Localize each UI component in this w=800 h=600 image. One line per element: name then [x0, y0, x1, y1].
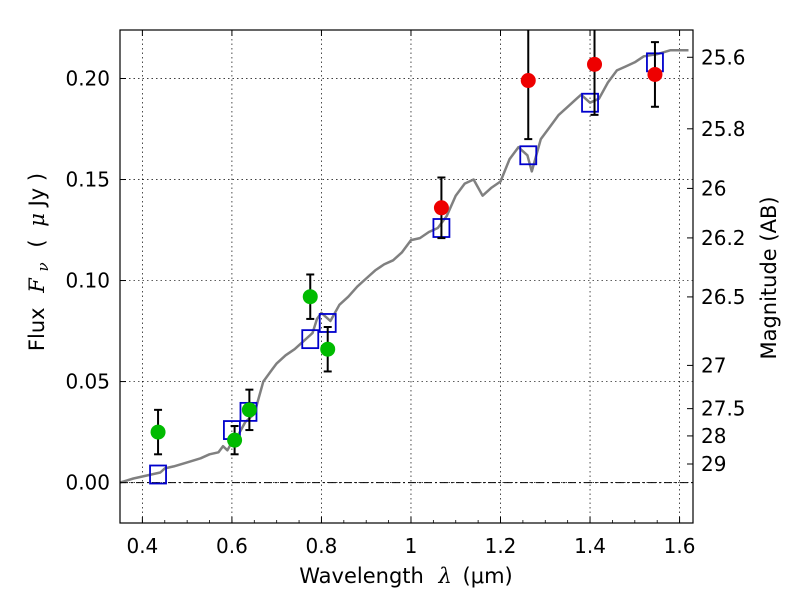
model-spectrum-line	[120, 48, 689, 484]
green-observed-point	[302, 289, 318, 305]
y2-tick-label: 27	[701, 353, 726, 377]
model-photometry-point	[581, 92, 599, 113]
y2-tick-label: 25.6	[701, 45, 746, 69]
x-axis-unit: (μm)	[463, 564, 513, 588]
y-axis-unit-mu: μ	[25, 213, 49, 227]
y-tick-label: 0.05	[65, 370, 110, 394]
y2-tick-label: 26.5	[701, 285, 746, 309]
y-tick-label: 0.00	[65, 471, 110, 495]
x-tick-label: 1.6	[664, 534, 696, 558]
y2-axis-label: Magnitude (AB)	[757, 196, 781, 359]
y-tick-label: 0.10	[65, 269, 110, 293]
y2-tick-label: 28	[701, 424, 726, 448]
y2-tick-label: 26	[701, 176, 726, 200]
plot-area	[120, 30, 689, 485]
axis-ticks: 0.4 0.6 0.8 1 1.2 1.4 1.6 0.00 0.05 0.10 0.15 0.20 2…	[65, 30, 746, 558]
y2-tick-label: 29	[701, 452, 726, 476]
model-photometry-point	[149, 464, 167, 485]
y-tick-label: 0.15	[65, 168, 110, 192]
x-tick-label: 1.4	[574, 534, 606, 558]
x-tick-label: 0.8	[306, 534, 338, 558]
red-observed-point	[520, 73, 536, 89]
red-observed-point	[587, 56, 603, 72]
red-observed-point	[433, 200, 449, 216]
y-axis-unit-open: (	[25, 239, 49, 247]
green-observed-point	[227, 432, 243, 448]
x-tick-label: 1	[405, 534, 418, 558]
y-axis-subscript: ν	[34, 262, 52, 271]
y-axis-label: Flux F ν ( μ Jy )	[25, 173, 53, 351]
y-tick-label: 0.20	[65, 66, 110, 90]
x-tick-label: 0.4	[126, 534, 158, 558]
y-axis-symbol: F	[25, 277, 49, 294]
y2-tick-label: 25.8	[701, 117, 746, 141]
red-observed-point	[647, 66, 663, 82]
x-axis-label: Wavelength λ (μm)	[299, 564, 512, 588]
y2-tick-label: 26.2	[701, 226, 746, 250]
plot-frame	[119, 29, 694, 524]
green-observed-point	[241, 402, 257, 418]
x-tick-label: 0.6	[216, 534, 248, 558]
x-axis-symbol: λ	[438, 564, 452, 588]
model-photometry-point	[519, 145, 538, 166]
grid-lines	[120, 30, 693, 523]
x-axis-label-text: Wavelength	[299, 564, 424, 588]
green-observed-point	[320, 341, 336, 357]
x-tick-label: 1.2	[485, 534, 517, 558]
y-axis-label-text: Flux	[25, 307, 49, 351]
model-photometry-point	[301, 329, 320, 350]
y-axis-unit-rest: Jy )	[25, 173, 49, 209]
y2-tick-label: 27.5	[701, 397, 746, 421]
green-observed-point	[150, 424, 166, 440]
